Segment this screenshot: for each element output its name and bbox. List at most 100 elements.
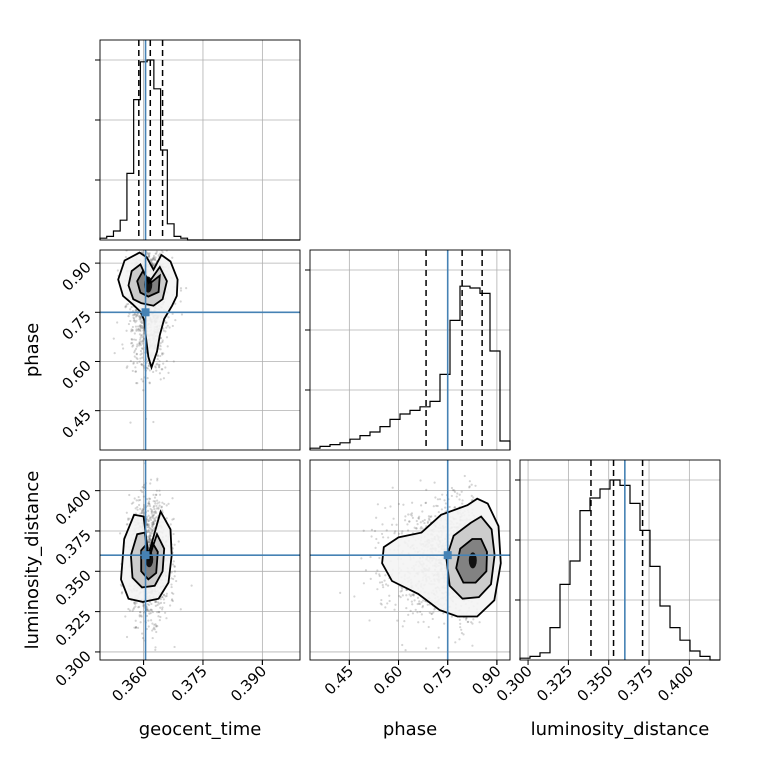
scatter-point (136, 343, 139, 346)
scatter-point (423, 518, 426, 522)
scatter-point (427, 625, 430, 629)
scatter-point (149, 517, 152, 520)
scatter-point (138, 318, 141, 321)
scatter-point (437, 510, 440, 514)
scatter-point (468, 480, 471, 483)
scatter-point (149, 259, 152, 262)
scatter-point (405, 588, 408, 592)
scatter-point (131, 341, 134, 345)
scatter-point (145, 498, 149, 501)
scatter-point (157, 364, 160, 367)
scatter-point (154, 366, 157, 369)
scatter-point (159, 345, 162, 348)
scatter-point (148, 538, 151, 541)
scatter-point (173, 570, 177, 573)
scatter-point (161, 509, 164, 512)
x-tick-label-geocent-time: 0.360 (108, 662, 151, 705)
scatter-point (166, 345, 169, 348)
scatter-point (138, 498, 142, 502)
scatter-point (150, 259, 153, 262)
scatter-point (460, 628, 463, 631)
scatter-point (401, 625, 404, 628)
scatter-point (130, 342, 133, 345)
scatter-point (435, 504, 438, 507)
scatter-point (139, 349, 143, 353)
scatter-point (133, 332, 136, 335)
scatter-point (140, 235, 142, 237)
x-tick-label-phase: 0.75 (419, 662, 455, 698)
scatter-point (147, 529, 150, 532)
scatter-point (136, 508, 139, 511)
scatter-point (142, 507, 145, 511)
y-tick-label-luminosity-distance: 0.300 (52, 647, 95, 690)
scatter-point (137, 243, 139, 245)
scatter-point (401, 530, 404, 533)
scatter-point (161, 608, 164, 611)
hist-phase-frame (309, 249, 511, 451)
scatter-point (171, 563, 175, 566)
scatter-point (151, 529, 154, 532)
scatter-point (428, 518, 431, 521)
x-tick-label-luminosity-distance: 0.350 (573, 662, 616, 705)
scatter-point (406, 598, 410, 601)
scatter-point (162, 593, 165, 596)
scatter-point (133, 601, 136, 604)
scatter-point (148, 526, 151, 530)
scatter-point (155, 237, 157, 239)
scatter-point (158, 365, 161, 368)
scatter-point (436, 498, 440, 501)
scatter-point (146, 241, 148, 243)
scatter-point (139, 344, 142, 347)
scatter-point (407, 613, 410, 616)
truth-marker (443, 551, 452, 560)
scatter-point (149, 482, 152, 485)
scatter-point (437, 646, 440, 649)
scatter-point (138, 605, 141, 608)
scatter-point (454, 641, 457, 644)
scatter-point (460, 632, 464, 635)
scatter-point (134, 321, 137, 324)
scatter-point (154, 648, 157, 651)
scatter-point (468, 486, 471, 489)
scatter-point (147, 242, 149, 244)
scatter-point (151, 523, 154, 526)
scatter-point (157, 245, 159, 247)
scatter-point (151, 622, 154, 625)
scatter-point (154, 600, 158, 603)
scatter-point (161, 595, 164, 599)
scatter-point (388, 599, 391, 603)
scatter-point (133, 319, 136, 322)
scatter-point (121, 347, 125, 350)
scatter-point (174, 319, 177, 322)
scatter-point (147, 529, 150, 532)
scatter-point (141, 339, 144, 342)
scatter-point (411, 603, 414, 606)
scatter-point (164, 237, 166, 239)
scatter-point (152, 506, 155, 509)
scatter-point (158, 363, 161, 366)
scatter-point (135, 328, 138, 331)
scatter-point (417, 621, 420, 624)
scatter-point (417, 516, 420, 520)
scatter-point (134, 308, 137, 312)
scatter-point (411, 501, 414, 504)
scatter-point (424, 501, 428, 504)
scatter-point (165, 336, 169, 339)
scatter-point (129, 421, 132, 424)
scatter-point (137, 314, 140, 317)
scatter-point (141, 342, 144, 345)
scatter-point (151, 515, 155, 518)
scatter-point (147, 523, 150, 526)
scatter-point (416, 602, 419, 606)
scatter-point (433, 608, 436, 611)
scatter-point (133, 349, 137, 352)
scatter-point (136, 357, 139, 361)
scatter-point (134, 312, 137, 315)
scatter-point (148, 505, 152, 508)
scatter-point (152, 510, 155, 514)
scatter-point (441, 493, 444, 496)
scatter-point (139, 338, 142, 341)
scatter-point (149, 478, 153, 481)
scatter-point (159, 348, 162, 351)
scatter-point (149, 612, 152, 615)
